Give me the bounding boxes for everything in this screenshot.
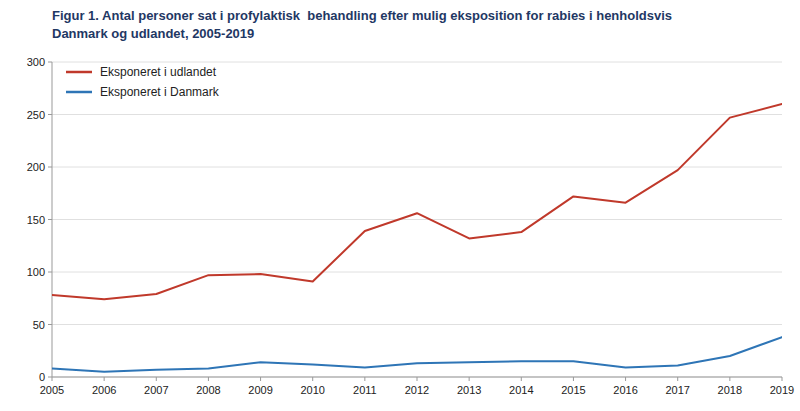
x-tick [52,377,53,381]
x-tick [260,377,261,381]
y-tick [48,167,52,168]
x-tick [677,377,678,381]
axes: 0 50 100 150 200 250 300 2005 2006 2007 2008 2009 20… [27,56,795,396]
grid-line [52,62,782,63]
series-group [52,104,782,372]
y-tick [48,219,52,220]
y-tick-label: 150 [27,214,45,226]
series-line [52,337,782,372]
grid-line [52,377,782,378]
x-tick-label: 2005 [40,384,64,396]
y-tick [48,377,52,378]
chart: Figur 1. Antal personer sat i profylakti… [0,0,800,411]
x-tick [364,377,365,381]
legend: Eksponeret i udlandet Eksponeret i Danmar… [66,65,220,99]
legend-swatch [66,91,92,94]
title: Figur 1. Antal personer sat i profylakti… [52,8,672,41]
grid-line [52,324,782,325]
x-tick-label: 2018 [718,384,742,396]
x-tick [521,377,522,381]
legend-label: Eksponeret i Danmark [100,85,220,99]
x-tick-label: 2007 [144,384,168,396]
y-tick-label: 250 [27,109,45,121]
x-tick-label: 2016 [613,384,637,396]
x-tick [469,377,470,381]
title-line: Danmark og udlandet, 2005-2019 [52,26,254,41]
x-tick [104,377,105,381]
x-tick-label: 2010 [300,384,324,396]
grid-line [52,167,782,168]
y-tick [48,114,52,115]
x-tick [573,377,574,381]
legend-swatch [66,71,92,74]
y-tick-label: 100 [27,266,45,278]
x-tick [208,377,209,381]
x-tick [312,377,313,381]
title-line: Figur 1. Antal personer sat i profylakti… [52,8,672,23]
x-tick [625,377,626,381]
x-tick [782,377,783,381]
y-tick-label: 200 [27,161,45,173]
x-tick [729,377,730,381]
x-tick-label: 2019 [770,384,794,396]
x-tick-label: 2006 [92,384,116,396]
y-grid [52,62,782,377]
x-tick-label: 2013 [457,384,481,396]
grid-line [52,219,782,220]
x-tick-label: 2011 [353,384,377,396]
grid-line [52,272,782,273]
y-tick [48,272,52,273]
x-tick [156,377,157,381]
x-tick-label: 2008 [196,384,220,396]
x-tick-label: 2014 [509,384,533,396]
y-tick [48,62,52,63]
y-axis-line [52,62,53,377]
x-tick-label: 2015 [561,384,585,396]
x-tick-label: 2017 [665,384,689,396]
series-line [52,104,782,299]
legend-label: Eksponeret i udlandet [100,65,217,79]
y-tick-label: 50 [33,319,45,331]
y-tick [48,324,52,325]
y-tick-label: 300 [27,56,45,68]
x-tick [417,377,418,381]
y-tick-label: 0 [39,371,45,383]
grid-line [52,114,782,115]
x-tick-label: 2009 [248,384,272,396]
x-axis-line [52,377,782,378]
x-tick-label: 2012 [405,384,429,396]
